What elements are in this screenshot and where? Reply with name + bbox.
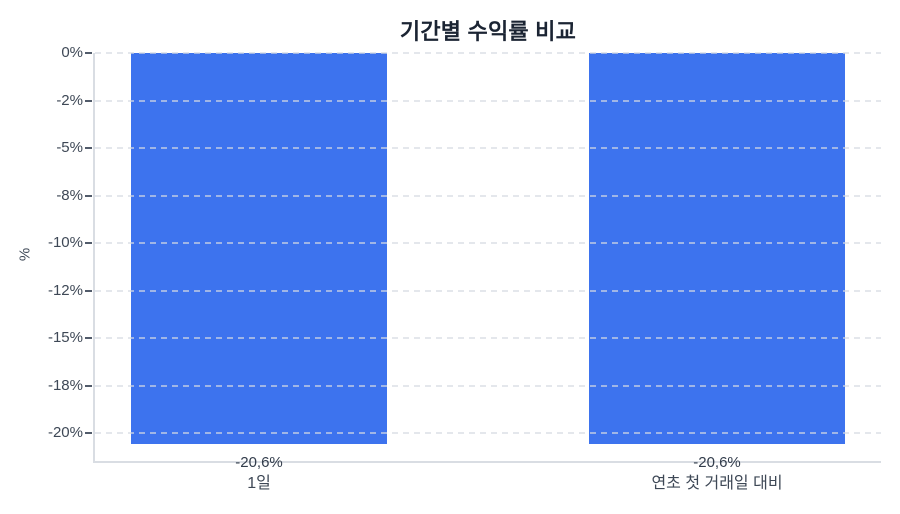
y-tick-label: -8% [56,186,83,204]
y-tick-label: -18% [47,376,83,394]
y-tick-label: -12% [47,281,83,299]
y-tick-mark [85,384,92,387]
bar-1 [131,53,387,445]
y-tick-mark [85,194,92,197]
y-tick-label: -5% [56,139,83,156]
y-tick-mark [85,432,92,434]
y-tick-label: 0% [61,44,83,61]
y-tick-mark [85,147,92,149]
chart-title: 기간별 수익률 비교 [399,19,577,44]
y-tick-mark [85,99,92,102]
bar-value-label: -20,6% [235,454,283,471]
y-tick-label: -15% [47,329,83,346]
x-category-label: 연초 첫 거래일 대비 [651,475,783,492]
y-tick-mark [85,289,92,292]
bar-value-label: -20,6% [693,454,741,471]
y-tick-mark [85,242,92,244]
bar-2 [589,53,845,445]
y-tick-label: -20% [47,424,83,441]
plot-area [93,52,881,463]
y-tick-label: -2% [56,91,83,109]
y-tick-mark [85,52,92,54]
y-tick-label: -10% [47,234,83,251]
x-category-label: 1일 [247,475,271,492]
y-tick-mark [85,337,92,339]
